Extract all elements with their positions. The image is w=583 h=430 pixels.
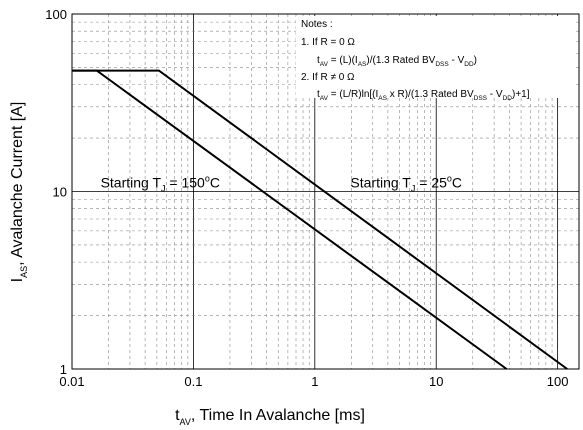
f2-c-sub: DSS [474, 95, 488, 102]
y-tick-label: 1 [60, 362, 67, 377]
x-tick-label: 0.01 [59, 374, 84, 389]
annotation-mid: = 150 [166, 175, 206, 191]
y-tick-label: 100 [45, 7, 67, 22]
notes-case1-formula: tAV = (L)(IAS)/(1.3 Rated BVDSS - VDD) [317, 55, 477, 68]
y-tick-label: 10 [53, 185, 67, 200]
annotation-mid: = 25 [415, 175, 447, 191]
x-tick-label: 0.1 [184, 374, 202, 389]
f1-c: )/(1.3 Rated BV [366, 55, 435, 66]
notes-background [296, 16, 576, 98]
f2-d: - V [487, 89, 503, 100]
x-tick-label: 100 [547, 374, 569, 389]
y-axis-title-sub: AS [19, 266, 29, 278]
series-layer [72, 69, 568, 370]
f2-c: x R)/(1.3 Rated BV [387, 89, 474, 100]
f2-e: )+1] [512, 89, 530, 100]
f2-d-sub: DD [503, 95, 513, 102]
notes-box: Notes : 1. If R = 0 Ω tAV = (L)(IAS)/(1.… [296, 16, 576, 102]
annotation-sub: J [411, 184, 416, 194]
f2-b: = (L/R)ln[(I [328, 89, 378, 100]
annotation-post: C [210, 175, 220, 191]
x-axis-title-sub: AV [180, 417, 191, 427]
series-line-2 [72, 69, 568, 370]
series-line-1 [72, 69, 508, 370]
annotation-pre: Starting T [101, 175, 162, 191]
x-tick-label: 1 [311, 374, 318, 389]
annotation-pre: Starting T [350, 175, 411, 191]
f1-d: - V [449, 55, 465, 66]
f1-b: = (L)(I [328, 55, 358, 66]
annotation-sub: J [161, 184, 166, 194]
x-axis-title-rest: , Time In Avalanche [ms] [191, 407, 365, 424]
f1-a-sub: AV [320, 61, 329, 68]
f2-a: t [317, 89, 320, 100]
annotation-starting-tj-2: Starting TJ = 25oC [350, 174, 462, 194]
notes-case2-formula: tAV = (L/R)ln[(IAS x R)/(1.3 Rated BVDSS… [317, 89, 530, 102]
f2-b-sub: AS [378, 95, 387, 102]
f1-b-sub: AS [358, 61, 367, 68]
notes-case2-label: 2. If R ≠ 0 Ω [301, 72, 355, 83]
annotation-starting-tj-1: Starting TJ = 150oC [101, 174, 220, 194]
annotations: Starting TJ = 150oC Starting TJ = 25oC [101, 174, 462, 194]
x-tick-label: 10 [429, 374, 443, 389]
x-axis-title-main: t [175, 407, 180, 424]
y-axis-title: IAS, Avalanche Current [A] [9, 102, 29, 283]
notes-title: Notes : [301, 19, 333, 30]
tick-labels: 0.01 0.1 1 10 100 1 10 100 [45, 7, 568, 389]
annotation-post: C [452, 175, 462, 191]
y-axis-title-main: I [9, 278, 26, 282]
annotation-sup: o [447, 174, 452, 184]
plot-frame [71, 13, 580, 370]
f1-e: ) [474, 55, 477, 66]
f1-c-sub: DSS [435, 61, 449, 68]
x-axis-title: tAV, Time In Avalanche [ms] [175, 407, 365, 427]
f1-a: t [317, 55, 320, 66]
y-axis-title-rest: , Avalanche Current [A] [9, 102, 26, 266]
annotation-sup: o [205, 174, 210, 184]
f2-a-sub: AV [320, 95, 329, 102]
f1-d-sub: DD [464, 61, 474, 68]
notes-case1-label: 1. If R = 0 Ω [301, 37, 355, 48]
